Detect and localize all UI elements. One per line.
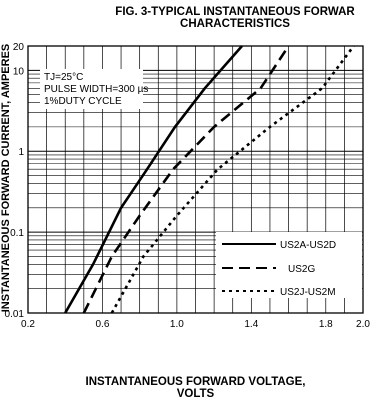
grid bbox=[27, 45, 364, 314]
x-axis-label: INSTANTANEOUS FORWARD VOLTAGE, bbox=[85, 376, 306, 388]
x-axis-label-units: VOLTS bbox=[176, 388, 215, 400]
series-lines bbox=[64, 45, 355, 314]
series-line-2 bbox=[82, 45, 290, 314]
x-tick-label: 0.2 bbox=[21, 319, 35, 330]
x-tick-label: 1.8 bbox=[319, 319, 333, 330]
annotation-duty-cycle: 1%DUTY CYCLE bbox=[44, 96, 122, 107]
annotation-junction-temp: TJ=25°C bbox=[44, 72, 83, 83]
legend-label: US2A-US2D bbox=[280, 240, 336, 251]
series-line-1 bbox=[64, 45, 243, 314]
y-tick-label: 20 bbox=[13, 42, 25, 53]
x-tick-label: 0.6 bbox=[95, 319, 109, 330]
x-tick-label: 1.4 bbox=[244, 319, 258, 330]
legend-label: US2G bbox=[288, 264, 315, 275]
annotation-background bbox=[40, 69, 143, 109]
tick-labels: 0.2 0.6 1.0 1.4 1.8 2.0 0.01 0.1 1 10 20 bbox=[5, 42, 371, 330]
legend: US2A-US2D US2G US2J-US2M bbox=[216, 232, 362, 298]
annotation-box: TJ=25°C PULSE WIDTH=300 µs 1%DUTY CYCLE bbox=[40, 69, 148, 109]
chart-subtitle: CHARACTERISTICS bbox=[180, 18, 290, 30]
y-tick-label: 0.01 bbox=[5, 309, 25, 320]
annotation-pulse-width: PULSE WIDTH=300 µs bbox=[44, 84, 148, 95]
y-tick-label: 0.1 bbox=[10, 228, 24, 239]
plot-frame bbox=[27, 45, 364, 314]
y-tick-label: 10 bbox=[13, 66, 25, 77]
x-tick-label: 2.0 bbox=[356, 319, 370, 330]
y-tick-label: 1 bbox=[18, 147, 24, 158]
chart-title: FIG. 3-TYPICAL INSTANTANEOUS FORWAR bbox=[115, 6, 355, 18]
x-tick-label: 1.0 bbox=[170, 319, 184, 330]
y-axis-label: INSTANTANEOUS FORWARD CURRENT, AMPERES bbox=[0, 44, 12, 313]
legend-label: US2J-US2M bbox=[280, 287, 336, 298]
series-line-3 bbox=[110, 45, 355, 314]
